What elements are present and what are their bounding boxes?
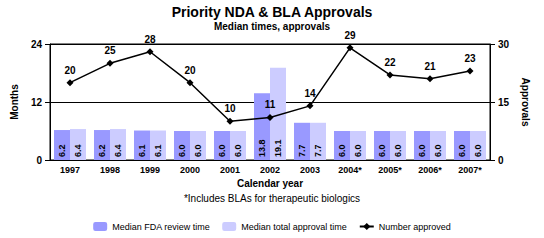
svg-text:6.0: 6.0 xyxy=(433,144,443,157)
svg-text:6.0: 6.0 xyxy=(337,144,347,157)
svg-text:Median FDA review time: Median FDA review time xyxy=(112,222,210,232)
svg-text:30: 30 xyxy=(498,39,510,50)
svg-text:7.7: 7.7 xyxy=(297,144,307,157)
svg-text:6.4: 6.4 xyxy=(73,144,83,157)
svg-text:1997: 1997 xyxy=(60,165,80,175)
svg-text:2006*: 2006* xyxy=(418,165,442,175)
svg-text:6.0: 6.0 xyxy=(193,144,203,157)
svg-text:10: 10 xyxy=(224,103,236,114)
svg-text:19.1: 19.1 xyxy=(273,139,283,157)
svg-text:1998: 1998 xyxy=(100,165,120,175)
svg-text:6.0: 6.0 xyxy=(417,144,427,157)
svg-text:6.2: 6.2 xyxy=(97,144,107,157)
svg-text:6.1: 6.1 xyxy=(137,144,147,157)
svg-text:7.7: 7.7 xyxy=(313,144,323,157)
svg-text:6.2: 6.2 xyxy=(57,144,67,157)
svg-text:20: 20 xyxy=(184,65,196,76)
svg-text:2002: 2002 xyxy=(260,165,280,175)
svg-text:28: 28 xyxy=(144,34,156,45)
svg-text:Number approved: Number approved xyxy=(379,222,451,232)
svg-text:Months: Months xyxy=(9,84,20,120)
svg-text:6.0: 6.0 xyxy=(473,144,483,157)
svg-text:Median times, approvals: Median times, approvals xyxy=(214,21,331,32)
svg-text:2005*: 2005* xyxy=(378,165,402,175)
svg-text:Median total approval time: Median total approval time xyxy=(241,222,347,232)
svg-text:Priority NDA & BLA Approvals: Priority NDA & BLA Approvals xyxy=(172,4,373,20)
svg-text:2007*: 2007* xyxy=(458,165,482,175)
svg-text:12: 12 xyxy=(31,97,43,108)
svg-text:11: 11 xyxy=(265,99,276,110)
svg-text:2001: 2001 xyxy=(220,165,240,175)
svg-text:14: 14 xyxy=(304,88,316,99)
svg-text:6.0: 6.0 xyxy=(353,144,363,157)
svg-text:2000: 2000 xyxy=(180,165,200,175)
svg-text:15: 15 xyxy=(498,97,510,108)
svg-text:6.0: 6.0 xyxy=(377,144,387,157)
svg-text:Approvals: Approvals xyxy=(520,78,531,127)
svg-text:29: 29 xyxy=(344,30,356,41)
svg-text:13.8: 13.8 xyxy=(257,139,267,157)
svg-text:0: 0 xyxy=(498,155,504,166)
svg-text:22: 22 xyxy=(384,57,396,68)
svg-text:6.0: 6.0 xyxy=(217,144,227,157)
svg-text:2003: 2003 xyxy=(300,165,320,175)
svg-text:6.4: 6.4 xyxy=(113,144,123,157)
svg-text:6.1: 6.1 xyxy=(153,144,163,157)
svg-text:Calendar year: Calendar year xyxy=(237,178,303,189)
svg-text:*Includes BLAs for therapeutic: *Includes BLAs for therapeutic biologics xyxy=(184,193,360,204)
svg-text:6.0: 6.0 xyxy=(233,144,243,157)
svg-text:6.0: 6.0 xyxy=(177,144,187,157)
svg-text:21: 21 xyxy=(424,61,436,72)
svg-text:1999: 1999 xyxy=(140,165,160,175)
svg-text:6.0: 6.0 xyxy=(393,144,403,157)
svg-text:2004*: 2004* xyxy=(338,165,362,175)
svg-text:25: 25 xyxy=(104,45,116,56)
svg-text:0: 0 xyxy=(36,155,42,166)
svg-text:20: 20 xyxy=(64,65,76,76)
svg-text:6.0: 6.0 xyxy=(457,144,467,157)
svg-text:23: 23 xyxy=(464,53,476,64)
svg-text:24: 24 xyxy=(31,39,43,50)
